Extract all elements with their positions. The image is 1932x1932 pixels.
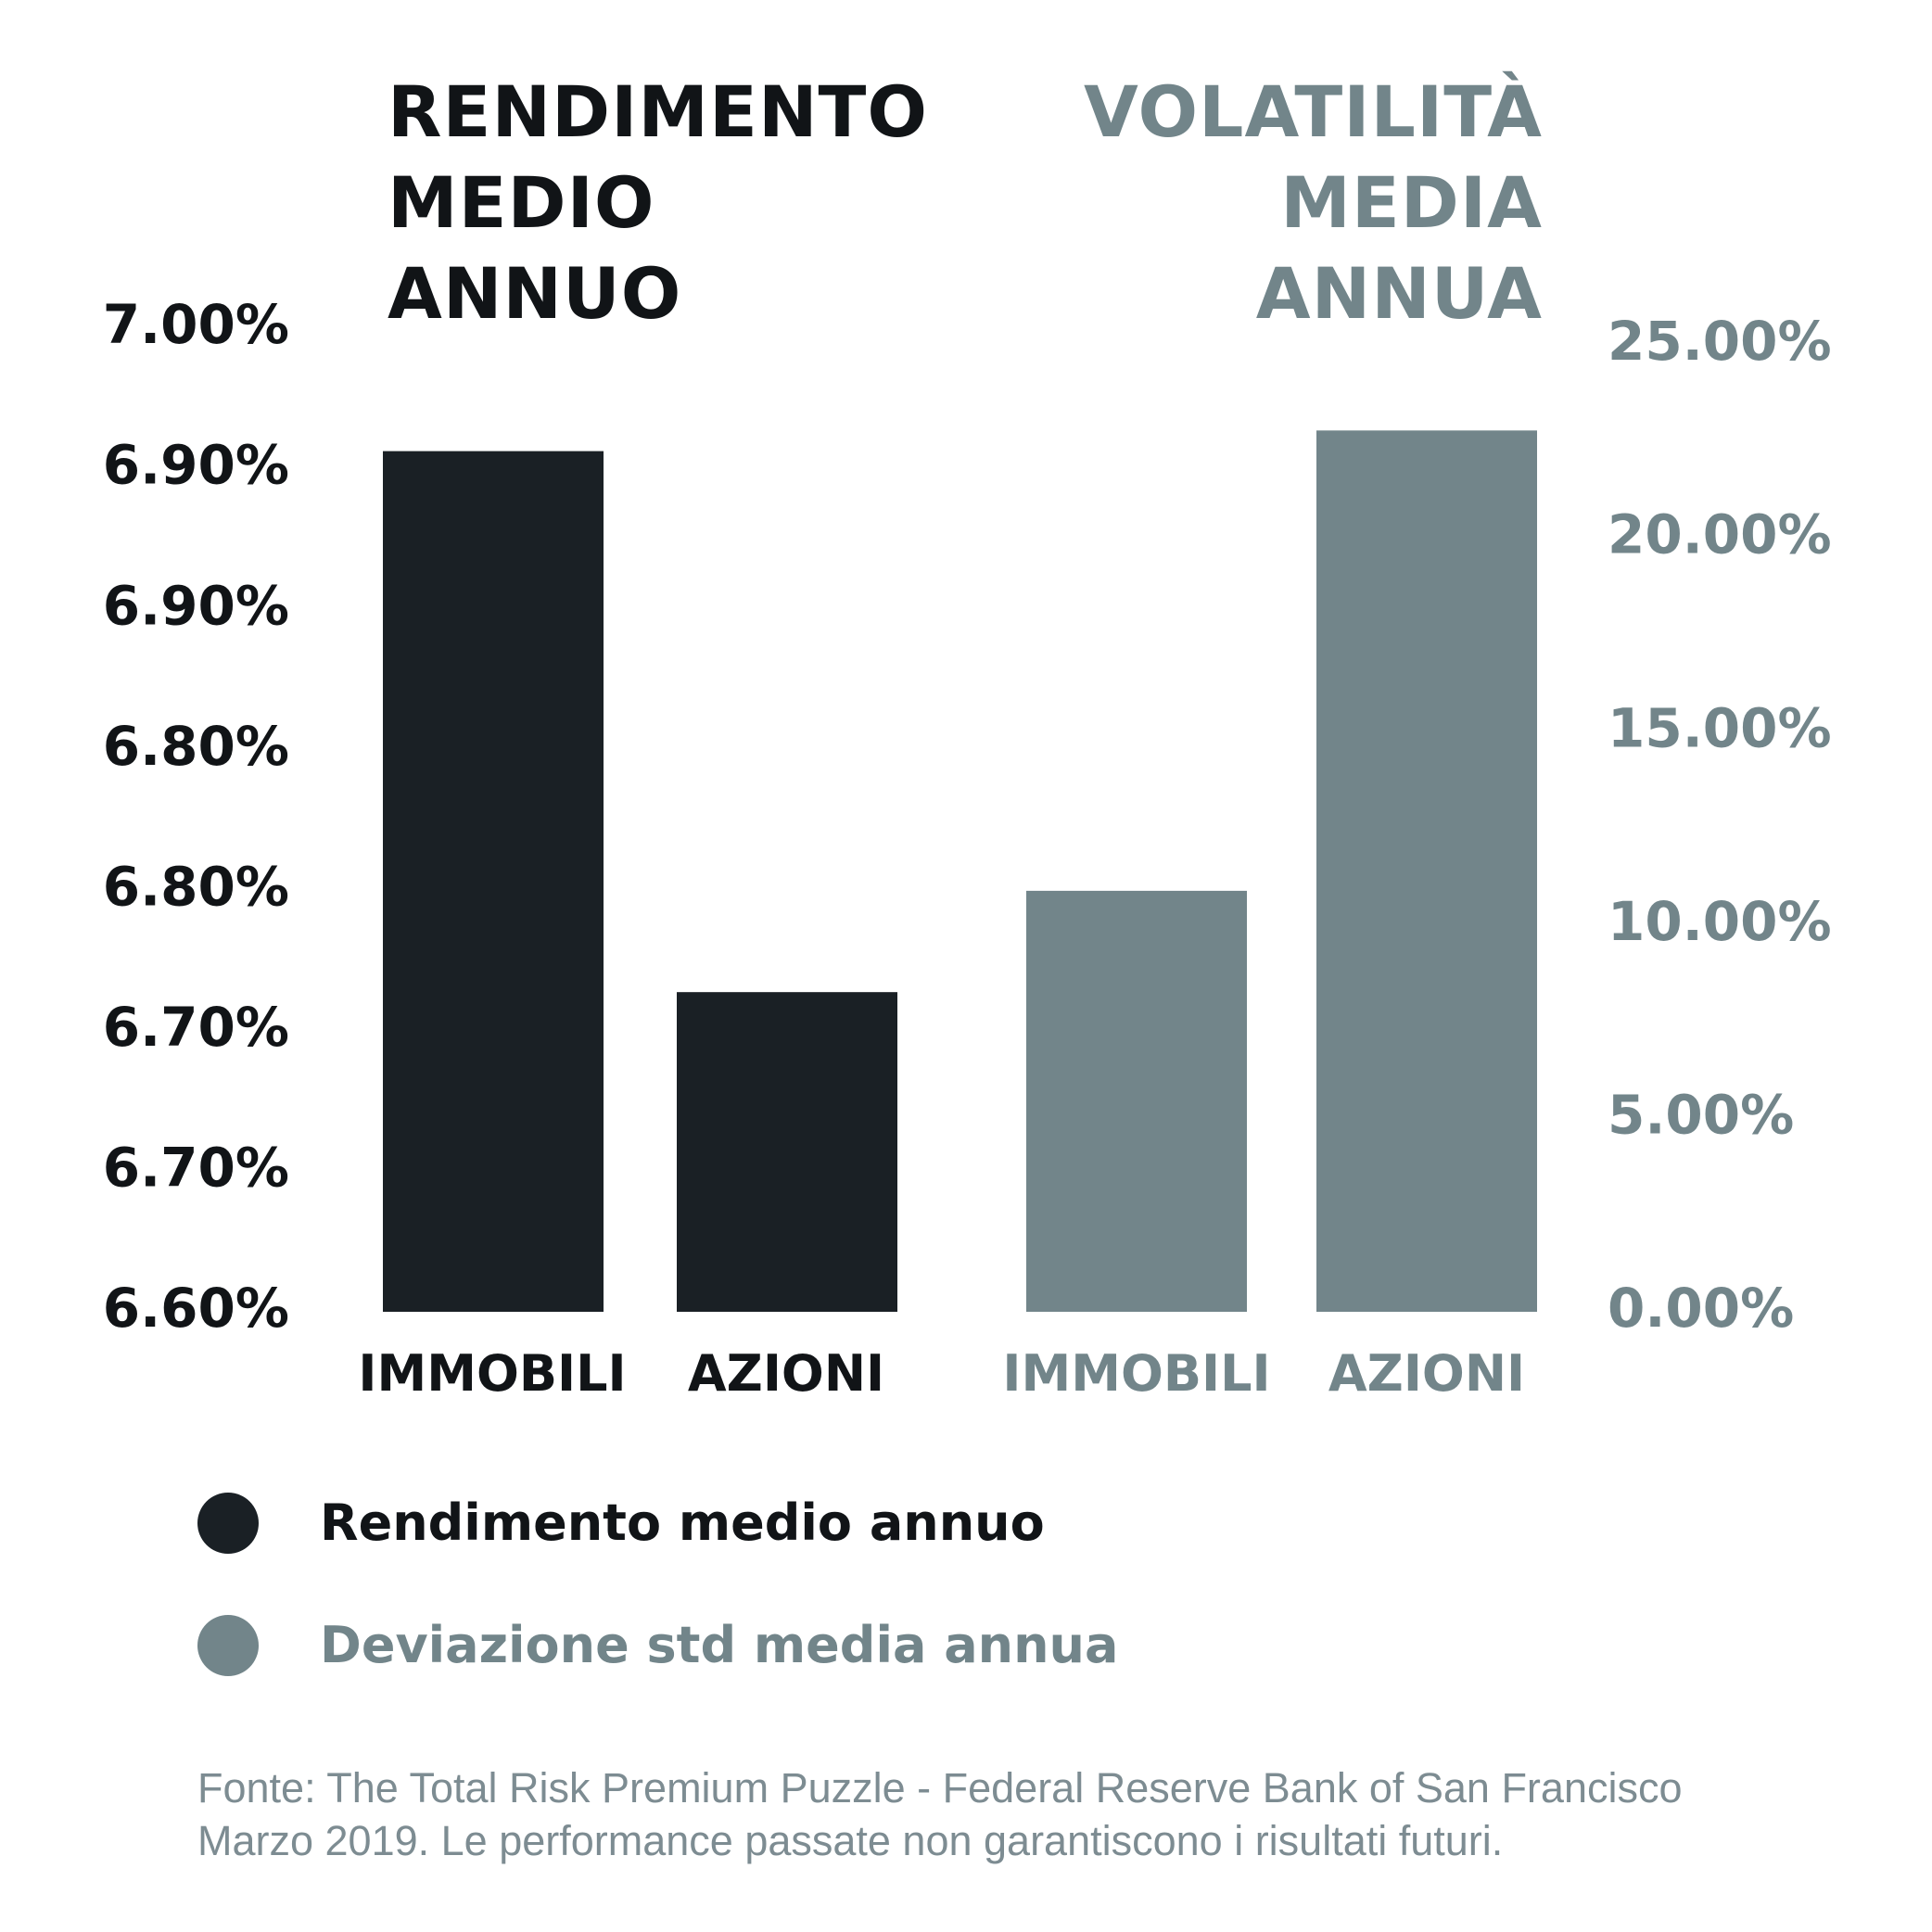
legend-label-return: Rendimento medio annuo — [320, 1493, 1045, 1552]
source-note: Fonte: The Total Risk Premium Puzzle - F… — [197, 1761, 1683, 1867]
return-bar-azioni — [677, 992, 897, 1312]
return-chart-title: RENDIMENTO MEDIO ANNUO — [388, 67, 928, 339]
volatility-y-tick-label: 10.00% — [1608, 890, 1832, 953]
return-category-label: IMMOBILI — [358, 1344, 626, 1403]
volatility-y-tick-label: 25.00% — [1608, 310, 1832, 373]
volatility-bar-immobili — [1026, 890, 1247, 1312]
volatility-category-label: AZIONI — [1328, 1344, 1525, 1403]
return-title-line-2: MEDIO — [388, 161, 655, 244]
return-y-tick-label: 6.60% — [103, 1277, 289, 1340]
return-y-tick-label: 7.00% — [103, 293, 289, 356]
return-bar-immobili — [383, 451, 604, 1312]
volatility-title-line-3: ANNUA — [1255, 252, 1543, 335]
volatility-y-tick-label: 0.00% — [1608, 1277, 1794, 1340]
return-y-tick-label: 6.80% — [103, 715, 289, 778]
volatility-y-tick-label: 5.00% — [1608, 1084, 1794, 1147]
volatility-chart-title: VOLATILITÀ MEDIA ANNUA — [1084, 67, 1543, 339]
volatility-title-line-2: MEDIA — [1280, 161, 1543, 244]
source-line-2: Marzo 2019. Le performance passate non g… — [197, 1817, 1504, 1864]
return-category-label: AZIONI — [688, 1344, 884, 1403]
legend-swatch-return — [197, 1493, 259, 1554]
return-y-tick-label: 6.80% — [103, 855, 289, 918]
return-title-line-1: RENDIMENTO — [388, 70, 929, 153]
return-y-tick-label: 6.90% — [103, 434, 289, 497]
return-y-tick-label: 6.70% — [103, 1137, 289, 1200]
source-line-1: Fonte: The Total Risk Premium Puzzle - F… — [197, 1764, 1683, 1811]
volatility-y-tick-label: 15.00% — [1608, 696, 1832, 759]
return-y-tick-label: 6.70% — [103, 996, 289, 1059]
volatility-title-line-1: VOLATILITÀ — [1083, 70, 1543, 153]
legend-label-volatility: Deviazione std media annua — [320, 1616, 1119, 1674]
volatility-bar-azioni — [1316, 430, 1537, 1312]
legend-swatch-volatility — [197, 1615, 259, 1676]
return-title-line-3: ANNUO — [388, 252, 682, 335]
return-y-tick-label: 6.90% — [103, 574, 289, 637]
volatility-category-label: IMMOBILI — [1002, 1344, 1270, 1403]
volatility-y-tick-label: 20.00% — [1608, 503, 1832, 566]
